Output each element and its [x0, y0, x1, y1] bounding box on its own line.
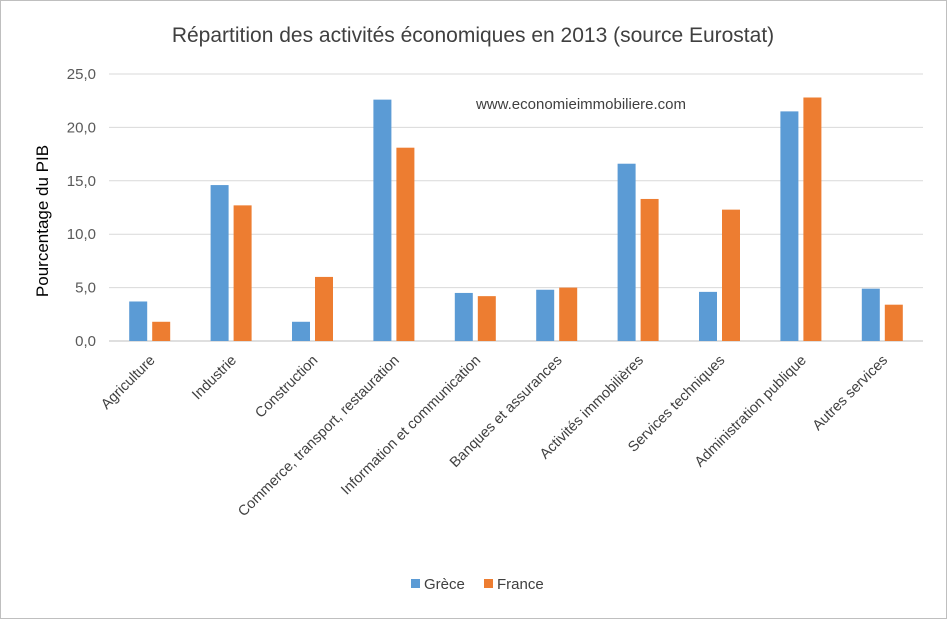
category-label: Industrie	[189, 353, 240, 404]
category-label: Agriculture	[98, 353, 158, 413]
category-label: Construction	[252, 353, 321, 422]
bar-grèce	[536, 289, 555, 341]
legend-swatch	[411, 579, 420, 588]
bar-france	[315, 276, 333, 341]
y-axis-label: Pourcentage du PIB	[33, 145, 52, 297]
bar-france	[152, 321, 171, 341]
y-tick-label: 25,0	[67, 66, 96, 83]
bar-france	[722, 209, 740, 341]
bars	[129, 97, 903, 341]
y-tick-label: 20,0	[67, 119, 96, 136]
bar-grèce	[780, 111, 799, 341]
bar-france	[803, 97, 822, 341]
chart-title: Répartition des activités économiques en…	[172, 24, 774, 47]
bar-france	[559, 287, 578, 341]
category-labels: Agriculture Industrie ConstructionCommerce…	[98, 353, 891, 520]
gridlines	[109, 73, 923, 342]
y-tick-label: 15,0	[67, 173, 96, 190]
bar-france	[640, 198, 659, 341]
bar-france	[884, 304, 903, 341]
bar-grèce	[292, 321, 310, 341]
y-tick-label: 0,0	[75, 333, 96, 350]
website-annotation: www.economieimmobiliere.com	[475, 96, 686, 113]
bar-france	[396, 147, 415, 341]
category-label: Commerce, transport, restauration	[235, 353, 402, 520]
bar-grèce	[699, 291, 717, 341]
y-tick-label: 5,0	[75, 280, 96, 297]
bar-grèce	[129, 301, 148, 341]
y-tick-labels: 0,0 5,0 10,0 15,0 20,0 25,0	[67, 66, 96, 350]
category-label: Autres services	[810, 353, 891, 434]
bar-grèce	[210, 185, 229, 341]
bar-france	[233, 205, 252, 341]
bar-grèce	[454, 292, 473, 341]
y-tick-label: 10,0	[67, 226, 96, 243]
legend-swatch	[484, 579, 493, 588]
legend-label: France	[497, 576, 544, 593]
category-label: Information et communication	[338, 353, 484, 499]
bar-france	[477, 296, 496, 341]
bar-grèce	[861, 288, 880, 341]
legend-label: Grèce	[424, 576, 465, 593]
legend: Grèce France	[411, 576, 544, 593]
bar-grèce	[373, 99, 392, 341]
bar-grèce	[617, 163, 636, 341]
